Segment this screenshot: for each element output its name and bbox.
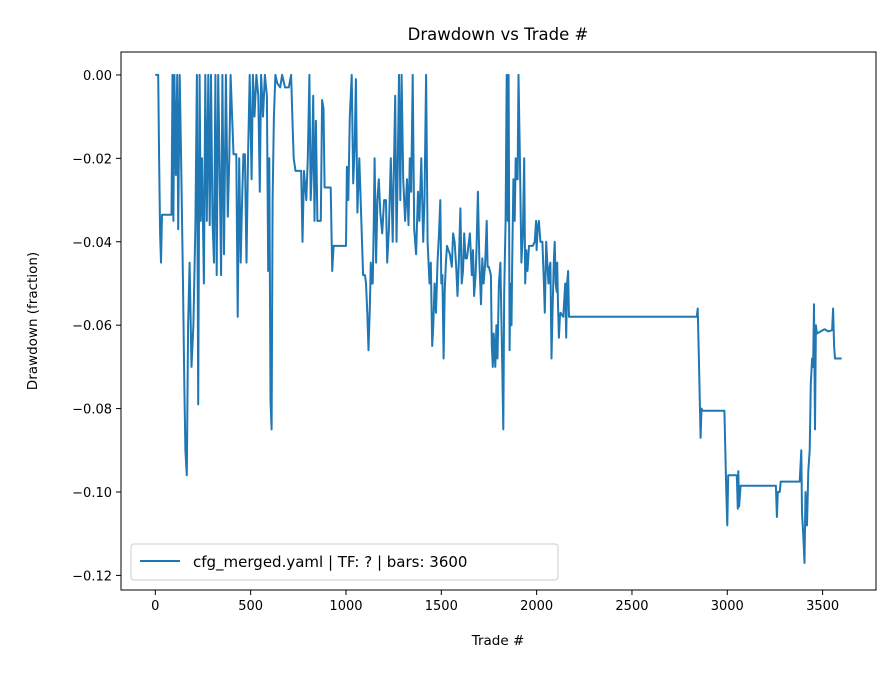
drawdown-series-line xyxy=(155,73,842,564)
x-tick-label: 3500 xyxy=(806,599,839,614)
y-tick-label: −0.10 xyxy=(72,486,112,501)
x-tick-label: 1500 xyxy=(425,599,458,614)
y-tick-label: −0.08 xyxy=(72,403,112,418)
y-tick-label: −0.02 xyxy=(72,152,112,167)
y-axis-label: Drawdown (fraction) xyxy=(25,252,41,390)
legend: cfg_merged.yaml | TF: ? | bars: 3600 xyxy=(130,543,559,581)
x-axis: 0 500 1000 1500 2000 2500 3000 3500 xyxy=(151,590,839,614)
axes-frame xyxy=(120,51,877,591)
y-tick-label: −0.12 xyxy=(72,569,112,584)
y-tick-label: −0.04 xyxy=(72,236,112,251)
x-tick-label: 2500 xyxy=(615,599,648,614)
x-axis-label: Trade # xyxy=(471,633,525,649)
legend-label: cfg_merged.yaml | TF: ? | bars: 3600 xyxy=(193,553,467,572)
chart-title: Drawdown vs Trade # xyxy=(408,25,589,44)
legend-box xyxy=(130,543,559,581)
x-tick-label: 1000 xyxy=(329,599,362,614)
y-tick-label: 0.00 xyxy=(83,69,112,84)
x-tick-label: 500 xyxy=(238,599,263,614)
y-tick-label: −0.06 xyxy=(72,319,112,334)
x-tick-label: 3000 xyxy=(711,599,744,614)
x-tick-label: 2000 xyxy=(520,599,553,614)
y-axis: 0.00 −0.02 −0.04 −0.06 −0.08 −0.10 −0.12 xyxy=(72,69,121,584)
x-tick-label: 0 xyxy=(151,599,159,614)
